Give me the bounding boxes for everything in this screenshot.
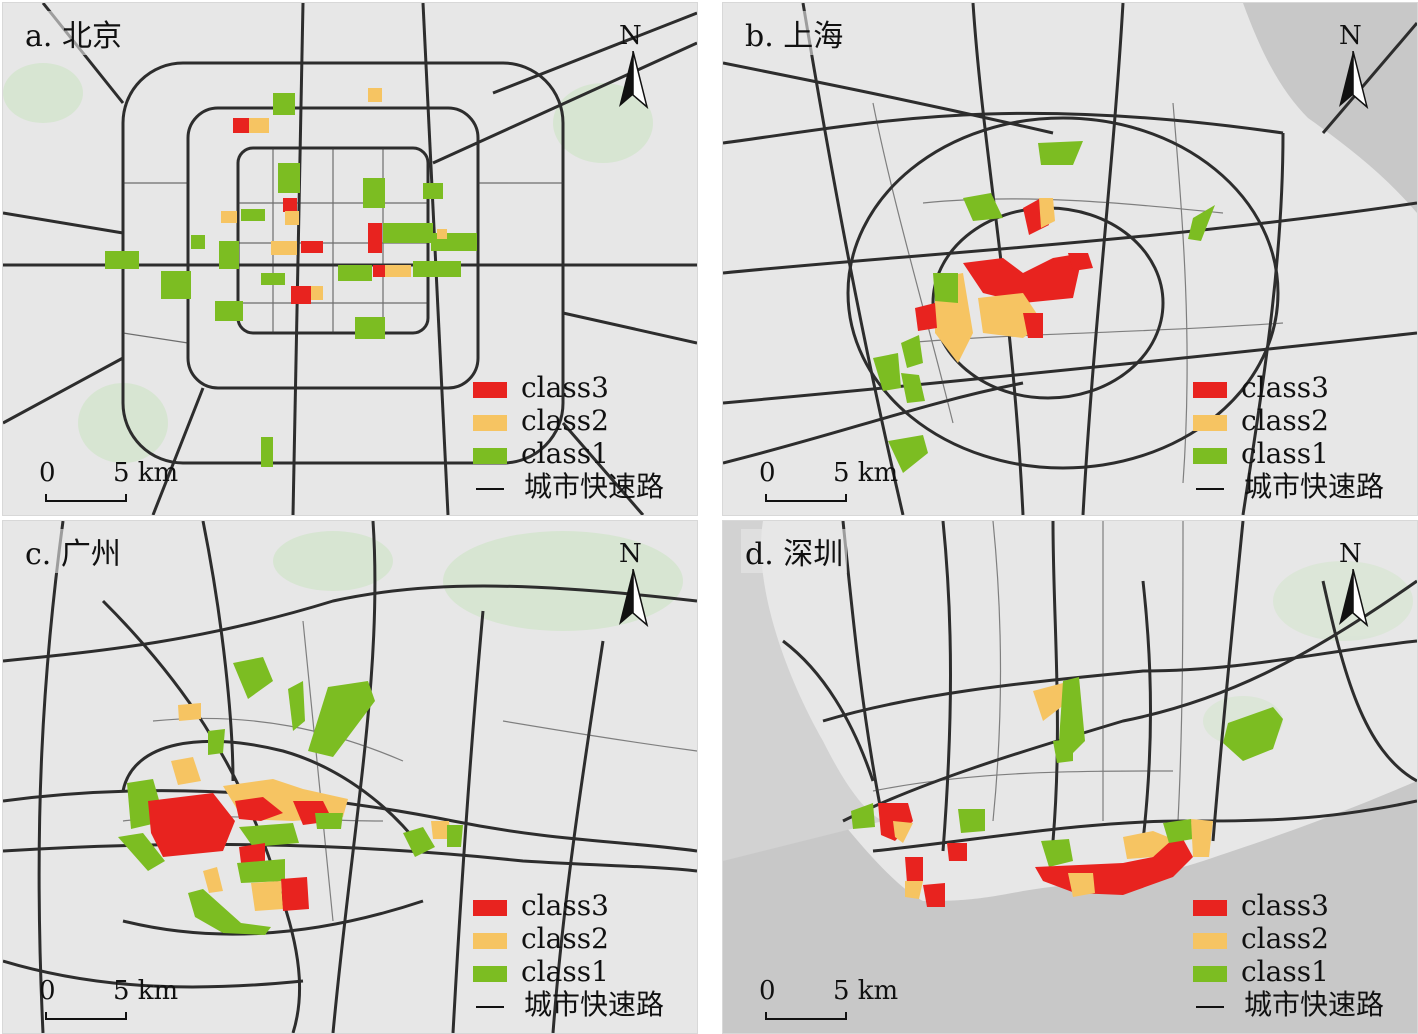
north-arrow-icon: N [1335, 539, 1375, 629]
sea-water [723, 581, 1417, 1033]
hotspot-cells [105, 88, 477, 467]
legend-class2: class2 [1193, 404, 1384, 437]
legend-class3: class3 [473, 889, 664, 922]
legend-class1: class1 [473, 437, 664, 470]
class1-swatch [473, 965, 507, 982]
legend-class3: class3 [1193, 889, 1384, 922]
legend-class1: class1 [473, 955, 664, 988]
north-label: N [1339, 21, 1362, 51]
legend-road: 城市快速路 [1193, 470, 1384, 503]
expressways [723, 3, 1417, 515]
river-water [1243, 3, 1417, 213]
hotspot-cells [851, 677, 1283, 907]
coast-water [723, 521, 883, 861]
panel-title: a. 北京 [21, 11, 126, 55]
legend-road: 城市快速路 [473, 470, 664, 503]
class2-swatch [473, 932, 507, 949]
legend-class2: class2 [473, 922, 664, 955]
shanghai-map [723, 3, 1417, 515]
class3-swatch [1193, 381, 1227, 398]
green-space [273, 531, 683, 631]
legend: class3 class2 class1 城市快速路 [1193, 889, 1384, 1021]
local-roads [872, 102, 1284, 484]
class2-swatch [1193, 414, 1227, 431]
north-label: N [619, 21, 642, 51]
class3-swatch [473, 381, 507, 398]
hotspot-cells [873, 141, 1215, 473]
green-space [3, 63, 653, 463]
map-panel-guangzhou: c. 广州 N class3 class2 class1 城市快速路 0 5 k… [2, 520, 698, 1034]
local-roads [872, 521, 1184, 822]
road-line-swatch [476, 1005, 504, 1008]
map-panel-shanghai: b. 上海 N class3 class2 class1 城市快速路 0 5 k… [722, 2, 1418, 516]
legend-class1: class1 [1193, 955, 1384, 988]
north-label: N [1339, 539, 1362, 569]
legend: class3 class2 class1 城市快速路 [1193, 371, 1384, 503]
class3-swatch [1193, 899, 1227, 916]
panel-title: c. 广州 [21, 529, 125, 573]
class1-swatch [1193, 965, 1227, 982]
shenzhen-map [723, 521, 1417, 1033]
hotspot-cells [118, 657, 463, 935]
legend-class2: class2 [473, 404, 664, 437]
legend-class1: class1 [1193, 437, 1384, 470]
legend-road: 城市快速路 [1193, 988, 1384, 1021]
north-arrow-icon: N [615, 21, 655, 111]
scale-bar-icon: 0 5 km [39, 976, 199, 1022]
map-panel-shenzhen: d. 深圳 N class3 class2 class1 城市快速路 0 5 k… [722, 520, 1418, 1034]
guangzhou-map [3, 521, 697, 1033]
class2-swatch [473, 414, 507, 431]
road-line-swatch [1196, 487, 1224, 490]
scale-bar-icon: 0 5 km [39, 458, 199, 504]
map-panel-beijing: a. 北京 N class3 class2 class1 城市快速路 0 5 k… [2, 2, 698, 516]
panel-title: b. 上海 [741, 11, 848, 55]
legend-class3: class3 [1193, 371, 1384, 404]
legend-class3: class3 [473, 371, 664, 404]
class3-swatch [473, 899, 507, 916]
legend: class3 class2 class1 城市快速路 [473, 889, 664, 1021]
class2-swatch [1193, 932, 1227, 949]
road-line-swatch [476, 487, 504, 490]
class1-swatch [1193, 447, 1227, 464]
panel-title: d. 深圳 [741, 529, 848, 573]
expressways [3, 521, 697, 1033]
north-label: N [619, 539, 642, 569]
north-arrow-icon: N [615, 539, 655, 629]
scale-bar-icon: 0 5 km [759, 458, 919, 504]
north-arrow-icon: N [1335, 21, 1375, 111]
legend-class2: class2 [1193, 922, 1384, 955]
road-line-swatch [1196, 1005, 1224, 1008]
class1-swatch [473, 447, 507, 464]
legend-road: 城市快速路 [473, 988, 664, 1021]
scale-bar-icon: 0 5 km [759, 976, 919, 1022]
legend: class3 class2 class1 城市快速路 [473, 371, 664, 503]
